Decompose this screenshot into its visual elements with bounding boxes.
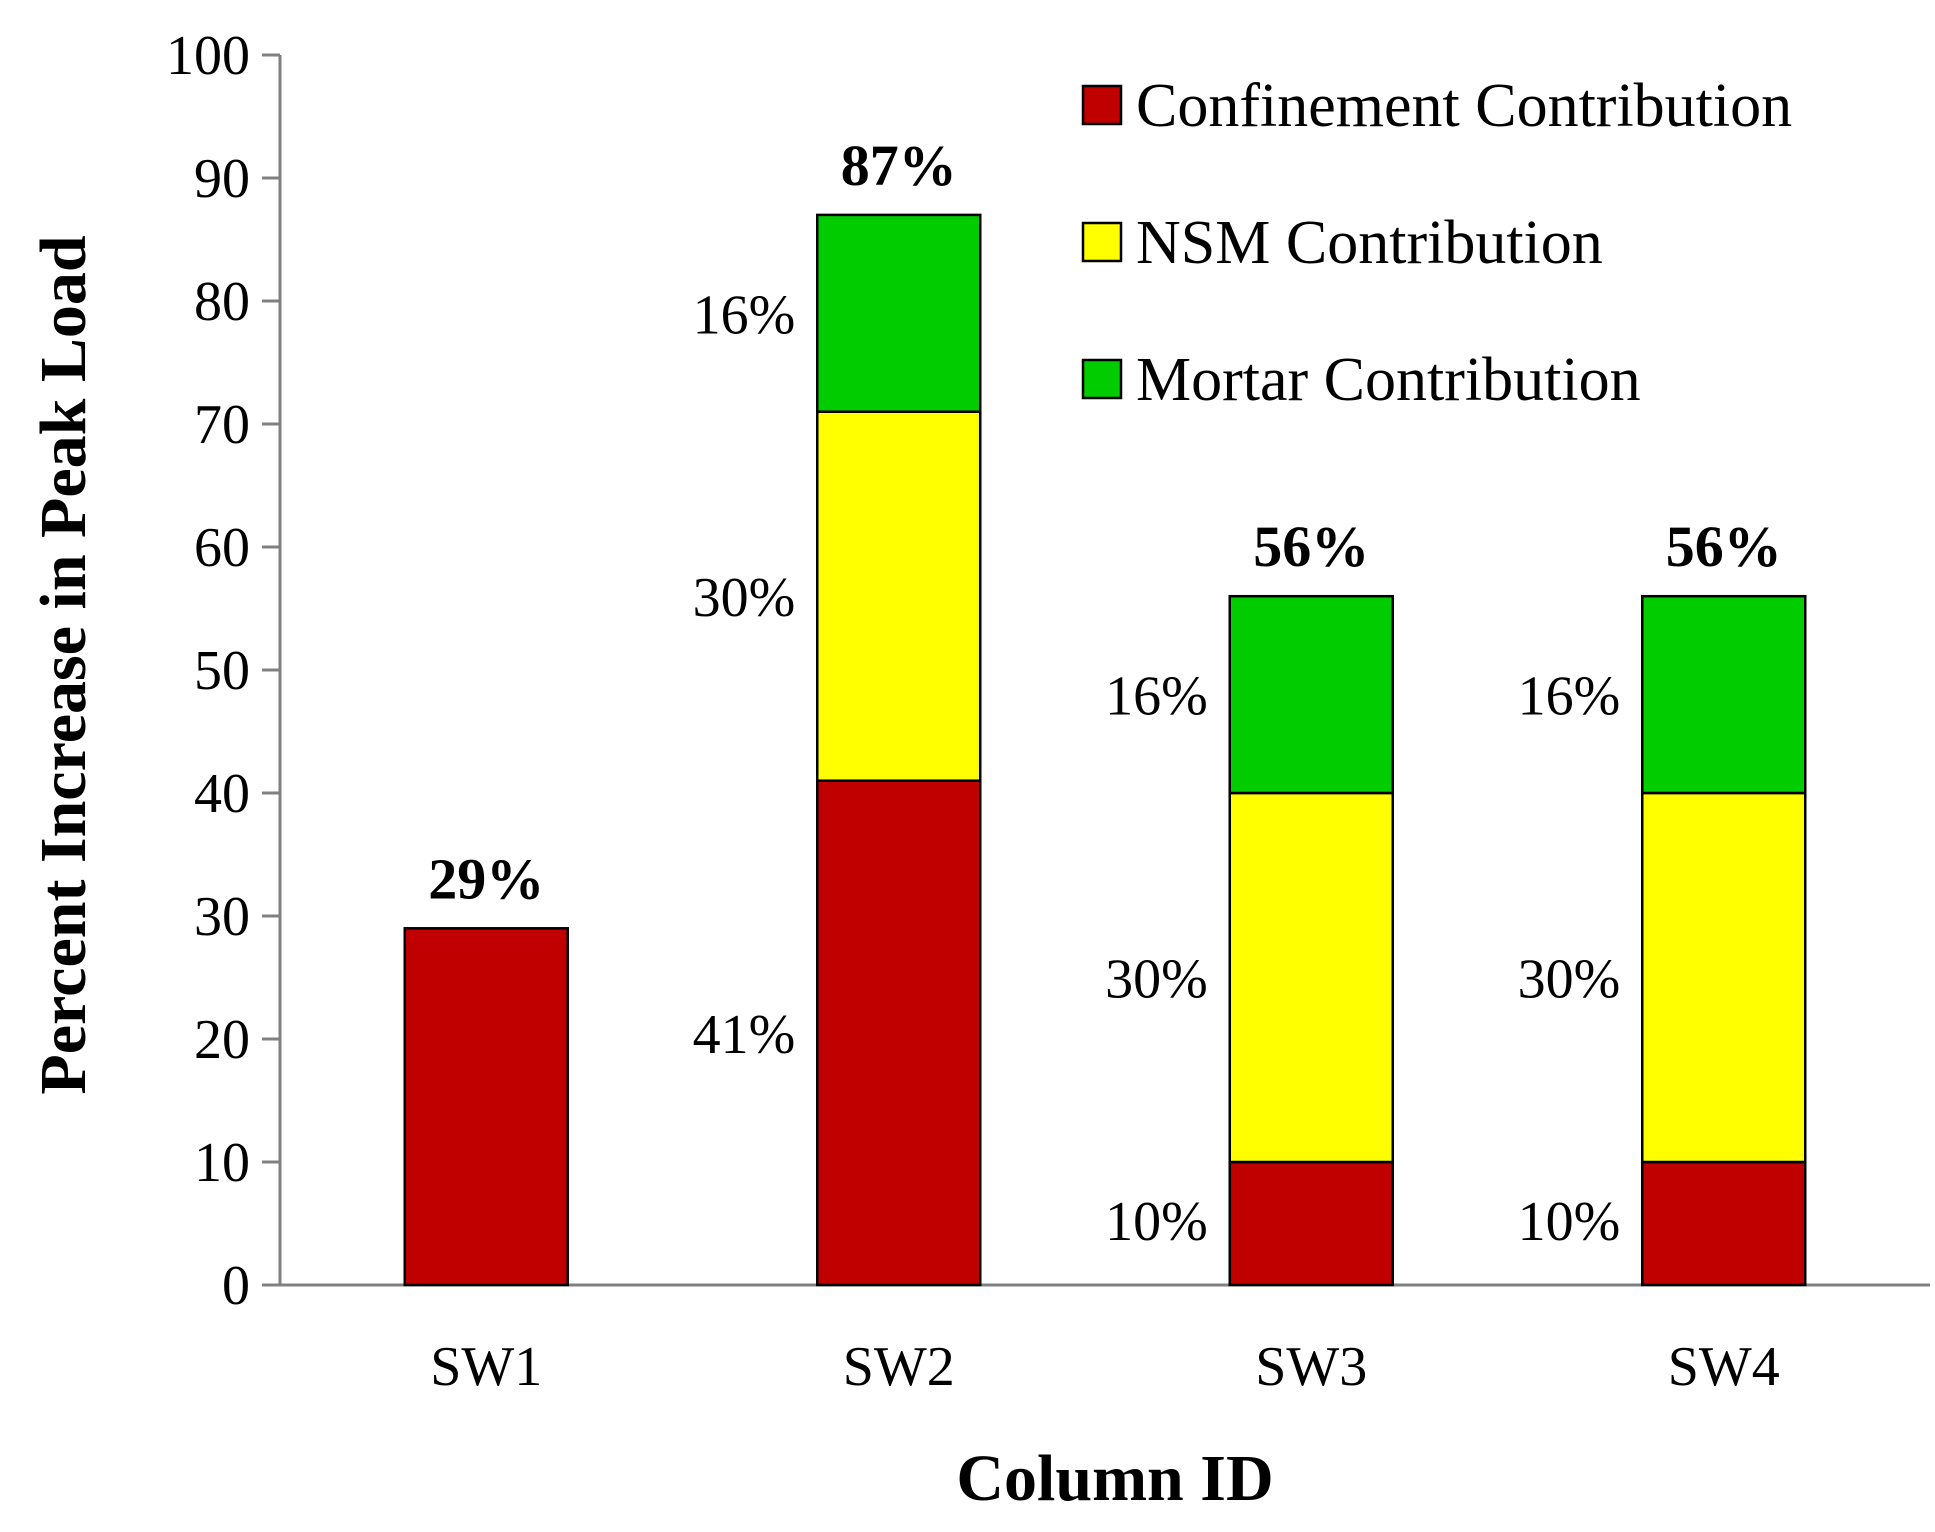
bar-segment — [403, 927, 569, 1287]
legend-label: Confinement Contribution — [1136, 72, 1792, 140]
bar-segment — [816, 213, 982, 413]
legend-swatch — [1081, 84, 1123, 126]
legend-label: Mortar Contribution — [1136, 346, 1641, 414]
y-tick-label: 70 — [194, 394, 250, 456]
segment-label: 30% — [1518, 949, 1621, 1011]
segment-label: 16% — [1518, 666, 1621, 728]
y-tick-label: 50 — [194, 640, 250, 702]
segment-label: 41% — [693, 1004, 796, 1066]
x-axis-title: Column ID — [956, 1442, 1273, 1515]
bar-segment — [1641, 791, 1807, 1164]
legend-swatch — [1081, 358, 1123, 400]
bar-segment — [816, 779, 982, 1287]
total-label: 29% — [428, 846, 544, 911]
bar-labels: 29% 41% 30% 16% 87% 10% 30% 16% 56% 10% 30% 16% 56% — [428, 133, 1782, 1253]
y-axis: 0 10 20 30 40 50 60 70 80 90 100 — [166, 25, 282, 1317]
y-axis-title: Percent Increase in Peak Load — [27, 235, 100, 1094]
y-tick-label: 10 — [194, 1132, 250, 1194]
bar-segment — [1641, 594, 1807, 795]
x-tick-label: SW4 — [1668, 1336, 1780, 1398]
y-tick-label: 90 — [194, 148, 250, 210]
bar-segment — [1228, 791, 1394, 1164]
legend-swatch — [1081, 221, 1123, 263]
y-tick-label: 80 — [194, 271, 250, 333]
legend: Confinement Contribution NSM Contribution… — [1081, 72, 1792, 414]
segment-label: 30% — [693, 567, 796, 629]
bar-segment — [1228, 1160, 1394, 1287]
legend-label: NSM Contribution — [1136, 209, 1603, 277]
y-tick-label: 60 — [194, 517, 250, 579]
total-label: 56% — [1666, 514, 1782, 579]
x-tick-label: SW2 — [843, 1336, 955, 1398]
x-tick-label: SW3 — [1255, 1336, 1367, 1398]
segment-label: 16% — [1105, 666, 1208, 728]
segment-label: 16% — [693, 284, 796, 346]
y-tick-label: 30 — [194, 886, 250, 948]
bar-segment — [1641, 1160, 1807, 1287]
segment-label: 30% — [1105, 949, 1208, 1011]
y-tick-label: 20 — [194, 1009, 250, 1071]
segment-label: 10% — [1518, 1191, 1621, 1253]
y-tick-label: 0 — [222, 1255, 250, 1317]
bars — [403, 213, 1807, 1287]
y-tick-label: 100 — [166, 25, 250, 87]
total-label: 56% — [1253, 514, 1369, 579]
y-tick-label: 40 — [194, 763, 250, 825]
total-label: 87% — [841, 133, 957, 198]
segment-label: 10% — [1105, 1191, 1208, 1253]
x-tick-label: SW1 — [430, 1336, 542, 1398]
bar-segment — [816, 410, 982, 782]
x-axis: SW1 SW2 SW3 SW4 — [280, 1283, 1930, 1398]
bar-segment — [1228, 594, 1394, 795]
